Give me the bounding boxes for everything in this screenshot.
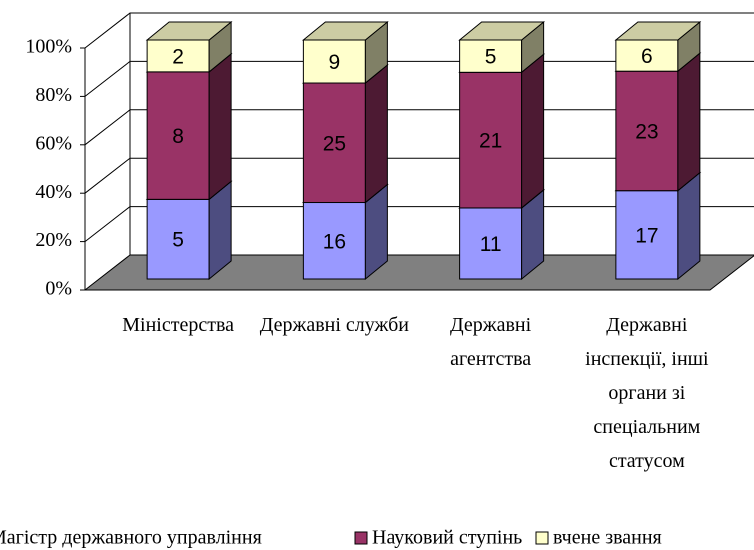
bar-segment [146,39,210,73]
bar-top [145,21,233,41]
floor [83,254,754,291]
data-label: 11 [480,233,502,256]
bar-top [301,21,389,41]
data-label: 2 [172,45,184,68]
data-label: 6 [641,45,653,68]
label-line: спеціальним [593,416,700,438]
legend-label: Магістр державного управління [0,527,262,549]
y-tick-label: 100% [25,36,72,58]
label-line: інспекції, інші [585,348,709,370]
bar-side [521,53,545,210]
x-tick-label: Державні інспекції, інші органи зі спеціаль… [585,314,709,472]
bar-segment [302,39,366,84]
label-line: Державні [450,314,532,336]
data-label: 23 [635,120,658,143]
label-line: Державні [606,314,688,336]
grid-line [84,206,754,242]
y-tick-label: 80% [35,84,72,106]
grid-line [84,60,754,97]
bar-segment [615,70,679,192]
legend-swatch [535,531,549,545]
data-label: 9 [329,51,341,74]
bar-side [364,63,388,204]
grid-line [84,109,754,146]
label-line: органи зі [608,382,685,404]
label-line: Міністерства [122,314,234,336]
y-tick-label: 20% [35,229,72,251]
y-tick-label: 40% [35,181,72,203]
data-label: 16 [323,230,346,253]
bar-side [677,52,701,192]
bar-top [614,21,702,41]
legend-label: вчене звання [553,527,662,549]
data-label: 17 [635,224,658,247]
bar-segment [302,82,366,204]
data-label: 5 [172,229,184,252]
label-line: агентства [450,348,531,370]
x-tick-label: Міністерства [122,314,234,336]
data-label: 25 [323,132,346,155]
bar-side [208,52,232,201]
data-label: 5 [485,46,497,69]
bar-top [458,21,546,41]
label-line: Державні служби [260,314,409,336]
bar-segment [459,71,523,209]
bar-segment [615,190,679,280]
y-tick-label: 0% [45,278,72,300]
label-line: статусом [609,450,685,472]
x-tick-label: Державні агентства [450,314,532,370]
legend-swatch [354,531,368,545]
data-label: 21 [479,130,502,153]
x-tick-label: Державні служби [260,314,409,336]
y-tick-label: 60% [35,132,72,154]
data-label: 8 [172,125,184,148]
bar-segment [146,198,210,280]
grid-line [84,12,754,49]
bar-side [677,171,701,281]
grid-line [84,157,754,194]
legend-label: Науковий ступінь [372,527,522,549]
